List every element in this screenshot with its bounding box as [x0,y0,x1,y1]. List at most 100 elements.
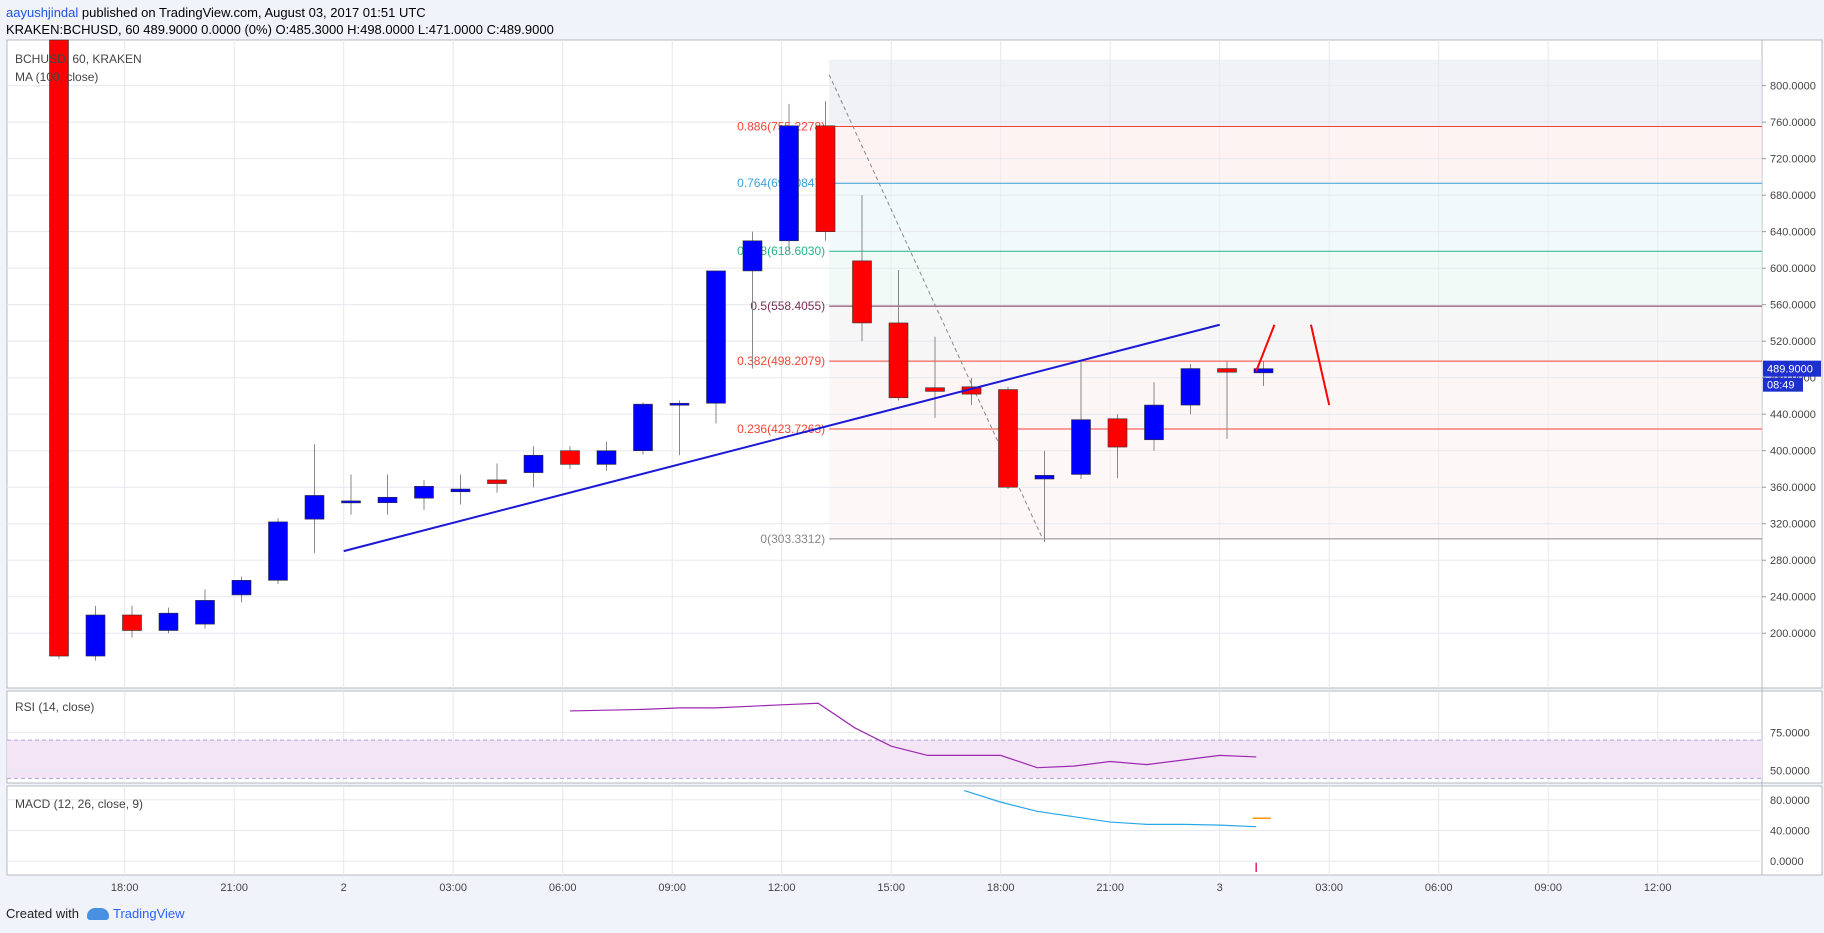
trendline[interactable] [343,323,1220,553]
candle-up [669,402,690,406]
y-tick-label: 520.0000 [1770,336,1816,348]
y-tick-label: 440.0000 [1770,409,1816,421]
candle-up [414,485,434,499]
y-tick-label: 600.0000 [1770,263,1816,275]
x-tick-label: 15:00 [877,882,905,894]
y-tick-label: 200.0000 [1770,628,1816,640]
macd-line [964,790,1257,828]
x-tick-label: 06:00 [1425,882,1453,894]
tradingview-brand: TradingView [112,906,185,921]
fib-level-label: 0.382(498.2079) [737,354,825,368]
candle-up [450,488,471,493]
macd-title: MACD (12, 26, close, 9) [15,797,143,811]
quote-line: KRAKEN:BCHUSD, 60 489.9000 0.0000 (0%) O… [6,22,554,37]
candle-down [122,614,142,631]
rsi-y-tick-label: 50.0000 [1770,766,1810,778]
candle-up [742,240,763,272]
candle-up [523,454,544,473]
y-tick-label: 720.0000 [1770,154,1816,166]
candle-up [158,612,179,631]
candle-up [779,125,799,242]
published-text: published on TradingView.com, August 03,… [81,5,426,20]
fib-zone [829,126,1762,184]
y-tick-label: 760.0000 [1770,117,1816,129]
candle-up [341,500,361,504]
fib-zone [829,251,1762,307]
rsi-title: RSI (14, close) [15,700,94,714]
candle-up [377,496,398,504]
current-price-badge [1763,360,1821,377]
author-link[interactable]: aayushjindal [6,5,79,20]
candle-down [815,125,836,232]
y-tick-label: 680.0000 [1770,190,1816,202]
rsi-line [569,702,1257,769]
fib-zone [829,429,1762,539]
x-tick-label: 06:00 [549,882,577,894]
candle-up [1071,419,1091,475]
x-tick-label: 12:00 [768,882,796,894]
candle-down [852,260,872,324]
candle-up [304,495,325,520]
candle-up [268,521,288,581]
candle-down [888,322,909,399]
x-tick-label: 03:00 [1315,882,1343,894]
candle-up [195,600,215,625]
projection-arrow[interactable] [1309,324,1331,406]
candle-up [231,580,252,596]
candle-down [560,450,580,465]
x-tick-label: 21:00 [220,882,248,894]
rsi-band [7,740,1762,779]
fib-zone-top [829,59,1762,127]
x-tick-label: 3 [1217,882,1223,894]
candle-down [1107,418,1128,448]
fib-zone [829,183,1762,252]
y-tick-label: 240.0000 [1770,592,1816,604]
candle-down [487,479,507,484]
y-tick-label: 400.0000 [1770,446,1816,458]
y-tick-label: 640.0000 [1770,227,1816,239]
y-tick-label: 320.0000 [1770,519,1816,531]
candle-up [1034,475,1055,480]
countdown-label: 08:49 [1767,380,1795,392]
x-tick-label: 21:00 [1096,882,1124,894]
macd-y-tick-label: 40.0000 [1770,826,1810,838]
x-tick-label: 18:00 [987,882,1015,894]
candle-down [998,389,1018,488]
rsi-y-tick-label: 75.0000 [1770,727,1810,739]
x-tick-label: 03:00 [439,882,467,894]
macd-y-tick-label: 80.0000 [1770,795,1810,807]
candle-up [85,614,106,657]
tradingview-logo[interactable]: TradingView [86,906,185,921]
x-tick-label: 2 [341,882,347,894]
fib-level-label: 0(303.3312) [760,532,825,546]
candle-up [596,450,617,465]
current-price-label: 489.9000 [1767,364,1813,376]
cloud-icon [86,907,109,920]
candle-up [706,270,726,404]
projection-arrow[interactable] [1255,324,1276,372]
x-tick-label: 09:00 [1534,882,1562,894]
macd-y-tick-label: 0.0000 [1770,856,1804,868]
candle-down [1217,368,1237,373]
symbol-label: BCHUSD, 60, KRAKEN [15,52,142,66]
footer: Created with TradingView [6,906,185,921]
candle-up [1144,404,1164,441]
fib-level-label: 0.5(558.4055) [750,299,825,313]
candle-up [1253,368,1274,374]
fib-zone [829,306,1762,362]
y-tick-label: 360.0000 [1770,482,1816,494]
created-with-text: Created with [6,906,79,921]
publish-info: aayushjindal published on TradingView.co… [6,5,426,20]
candle-up [1180,368,1201,406]
x-tick-label: 09:00 [658,882,686,894]
x-tick-label: 12:00 [1644,882,1672,894]
x-tick-label: 18:00 [111,882,139,894]
y-tick-label: 280.0000 [1770,555,1816,567]
ma-indicator-label: MA (100, close) [15,70,98,84]
fib-zone [829,361,1762,430]
candle-down [49,39,69,657]
y-tick-label: 560.0000 [1770,300,1816,312]
candle-up [633,403,653,452]
countdown-badge [1763,377,1803,392]
